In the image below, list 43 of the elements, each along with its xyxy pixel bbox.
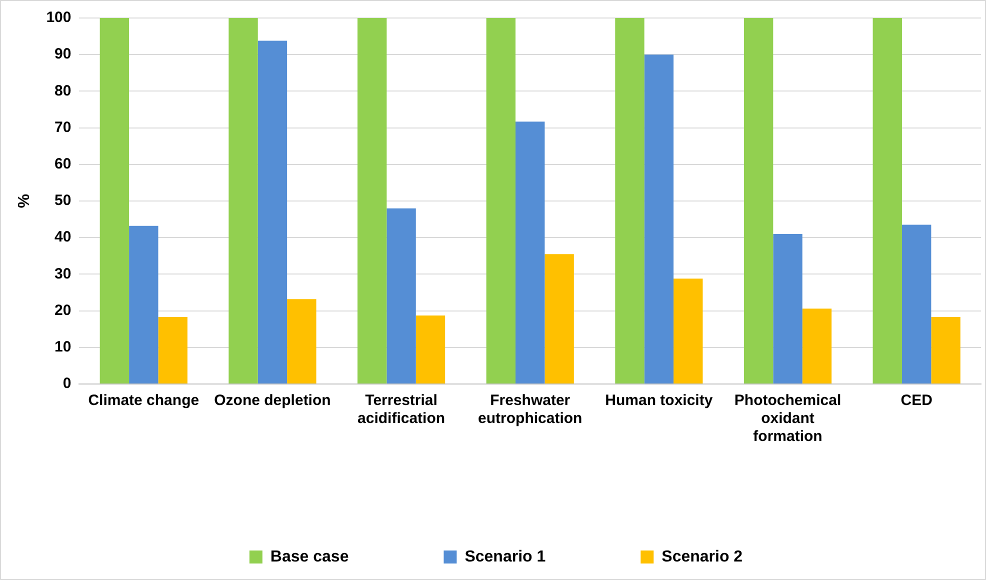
bar bbox=[228, 18, 258, 384]
y-tick-label: 10 bbox=[54, 338, 72, 356]
y-tick-label: 50 bbox=[54, 192, 72, 210]
y-tick-label: 90 bbox=[54, 46, 72, 63]
bar bbox=[258, 40, 288, 384]
x-tick-label: Ozone depletion bbox=[214, 392, 331, 410]
x-tick-label: Climate change bbox=[88, 392, 200, 410]
bar bbox=[931, 317, 960, 384]
bar bbox=[615, 18, 644, 384]
y-axis-title: % bbox=[16, 194, 34, 208]
bar bbox=[129, 226, 158, 384]
bar bbox=[100, 18, 130, 384]
bar bbox=[802, 308, 832, 384]
x-tick-label: Terrestrial acidification bbox=[358, 392, 446, 428]
bar bbox=[644, 54, 674, 384]
bar bbox=[158, 317, 188, 384]
bar bbox=[486, 18, 516, 384]
y-tick-label: 70 bbox=[54, 118, 72, 136]
y-tick-label: 40 bbox=[54, 228, 72, 246]
bar bbox=[744, 18, 774, 384]
y-tick-label: 80 bbox=[54, 82, 72, 100]
bar bbox=[674, 278, 703, 384]
bar bbox=[516, 122, 545, 384]
legend-label: Base case bbox=[270, 548, 349, 566]
x-tick-label: Photochemical oxidant formation bbox=[734, 392, 842, 446]
x-tick-label: Freshwater eutrophication bbox=[478, 392, 582, 428]
legend-label: Scenario 2 bbox=[662, 548, 743, 566]
bar bbox=[544, 254, 574, 384]
legend-label: Scenario 1 bbox=[464, 548, 546, 566]
y-tick-label: 30 bbox=[54, 265, 72, 282]
bar bbox=[416, 316, 446, 384]
x-tick-label: CED bbox=[900, 392, 933, 410]
bar bbox=[287, 299, 316, 384]
bar bbox=[872, 18, 902, 384]
bar bbox=[357, 18, 387, 384]
bar bbox=[386, 208, 416, 384]
y-tick-label: 100 bbox=[46, 9, 72, 26]
y-tick-label: 20 bbox=[54, 302, 72, 319]
bar bbox=[902, 224, 932, 384]
x-tick-label: Human toxicity bbox=[605, 392, 714, 410]
y-tick-label: 0 bbox=[62, 375, 72, 392]
y-tick-label: 60 bbox=[54, 156, 72, 173]
bar bbox=[773, 234, 802, 384]
